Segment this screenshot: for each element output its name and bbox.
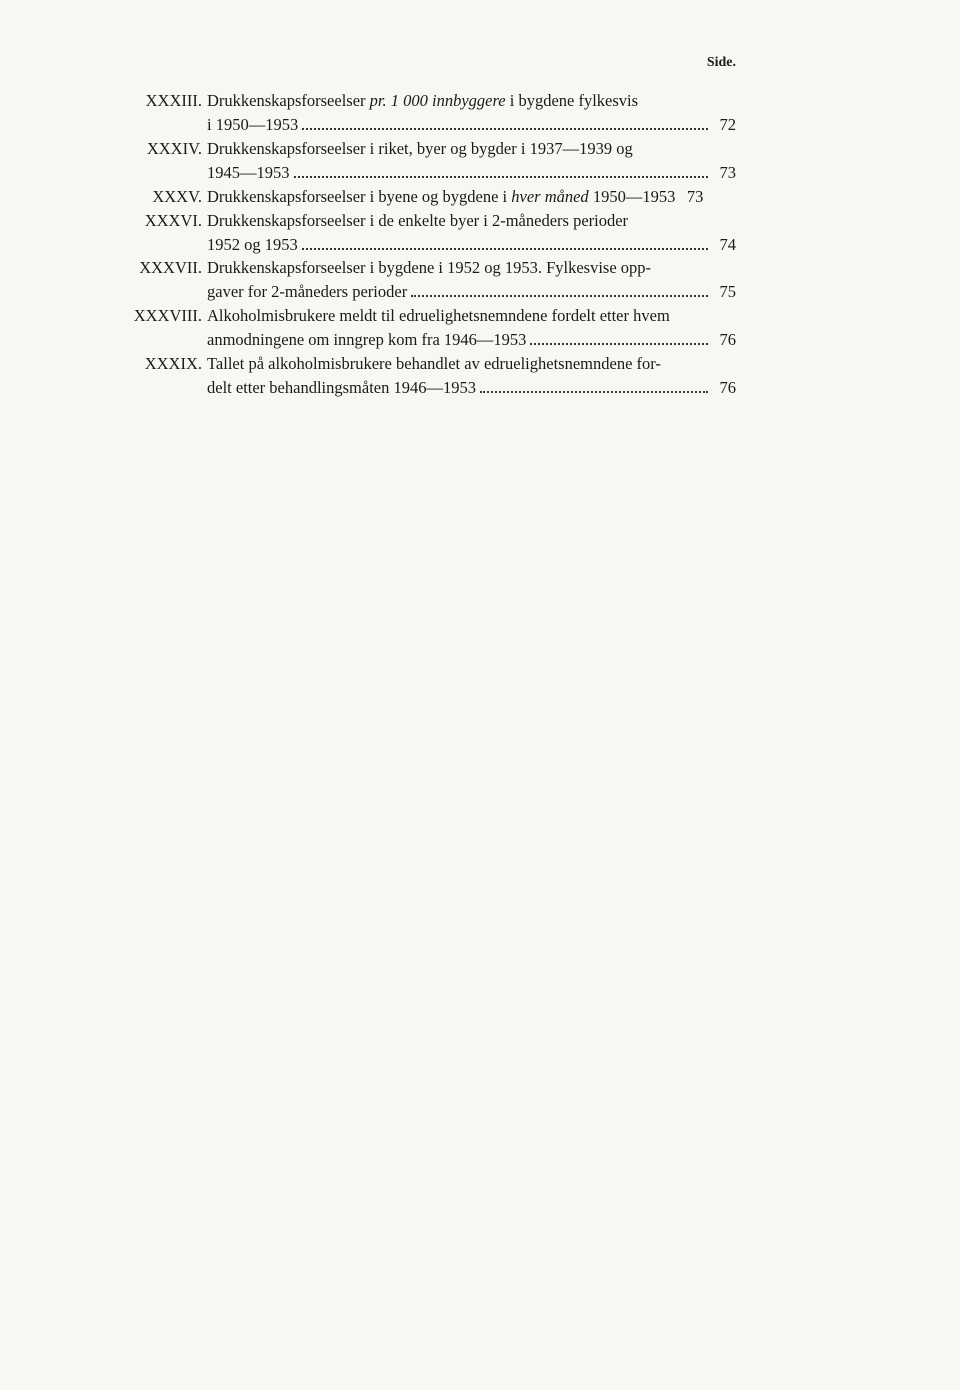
entry-line: Drukkenskapsforseelser i bygdene i 1952 …	[207, 256, 736, 280]
roman-numeral: XXXVIII.	[114, 304, 207, 352]
page-number: 73	[679, 185, 703, 209]
entry-line: Drukkenskapsforseelser pr. 1 000 innbygg…	[207, 89, 736, 113]
roman-numeral: XXXIII.	[114, 89, 207, 137]
roman-numeral: XXXIV.	[114, 137, 207, 185]
toc-entry: XXXIII. Drukkenskapsforseelser pr. 1 000…	[114, 89, 736, 137]
entry-text: anmodningene om inngrep kom fra 1946—195…	[207, 328, 526, 352]
page-number: 76	[712, 328, 736, 352]
page-number: 74	[712, 233, 736, 257]
page-number: 76	[712, 376, 736, 400]
entry-text: i 1950—1953	[207, 113, 298, 137]
entry-line: Drukkenskapsforseelser i riket, byer og …	[207, 137, 736, 161]
page-number: 73	[712, 161, 736, 185]
leader-dots	[302, 248, 708, 250]
entry-line: delt etter behandlingsmåten 1946—1953 76	[207, 376, 736, 400]
entry-text: delt etter behandlingsmåten 1946—1953	[207, 376, 476, 400]
entry-line: Alkoholmisbrukere meldt til edruelighets…	[207, 304, 736, 328]
leader-dots	[480, 391, 708, 393]
entry-line: i 1950—1953 72	[207, 113, 736, 137]
document-page: Side. XXXIII. Drukkenskapsforseelser pr.…	[0, 0, 960, 400]
toc-entry: XXXIV. Drukkenskapsforseelser i riket, b…	[114, 137, 736, 185]
entry-line: 1952 og 1953 74	[207, 233, 736, 257]
page-number: 75	[712, 280, 736, 304]
table-of-contents: XXXIII. Drukkenskapsforseelser pr. 1 000…	[74, 89, 886, 400]
toc-entry: XXXV. Drukkenskapsforseelser i byene og …	[114, 185, 736, 209]
roman-numeral: XXXIX.	[114, 352, 207, 400]
entry-line: anmodningene om inngrep kom fra 1946—195…	[207, 328, 736, 352]
entry-body: Drukkenskapsforseelser i byene og bygden…	[207, 185, 736, 209]
leader-dots	[302, 128, 708, 130]
toc-entry: XXXIX. Tallet på alkoholmisbrukere behan…	[114, 352, 736, 400]
entry-text-italic: hver måned	[511, 187, 588, 206]
entry-line: Drukkenskapsforseelser i de enkelte byer…	[207, 209, 736, 233]
entry-body: Drukkenskapsforseelser i riket, byer og …	[207, 137, 736, 185]
entry-text: 1945—1953	[207, 161, 290, 185]
leader-dots	[411, 295, 708, 297]
roman-numeral: XXXVII.	[114, 256, 207, 304]
entry-text: i bygdene fylkesvis	[506, 91, 638, 110]
toc-entry: XXXVI. Drukkenskapsforseelser i de enkel…	[114, 209, 736, 257]
entry-text: Drukkenskapsforseelser i byene og bygden…	[207, 187, 511, 206]
leader-dots	[530, 343, 708, 345]
entry-text: Drukkenskapsforseelser	[207, 91, 370, 110]
entry-body: Drukkenskapsforseelser i bygdene i 1952 …	[207, 256, 736, 304]
entry-text: gaver for 2-måneders perioder	[207, 280, 407, 304]
entry-text-italic: pr. 1 000 innbyggere	[370, 91, 506, 110]
page-header: Side.	[74, 55, 886, 71]
toc-entry: XXXVIII. Alkoholmisbrukere meldt til edr…	[114, 304, 736, 352]
entry-body: Alkoholmisbrukere meldt til edruelighets…	[207, 304, 736, 352]
entry-line: Tallet på alkoholmisbrukere behandlet av…	[207, 352, 736, 376]
entry-body: Drukkenskapsforseelser pr. 1 000 innbygg…	[207, 89, 736, 137]
entry-text: 1950—1953	[589, 187, 676, 206]
roman-numeral: XXXV.	[114, 185, 207, 209]
roman-numeral: XXXVI.	[114, 209, 207, 257]
entry-text: Drukkenskapsforseelser i byene og bygden…	[207, 185, 675, 209]
toc-entry: XXXVII. Drukkenskapsforseelser i bygdene…	[114, 256, 736, 304]
entry-line: 1945—1953 73	[207, 161, 736, 185]
entry-body: Drukkenskapsforseelser i de enkelte byer…	[207, 209, 736, 257]
leader-dots	[294, 176, 709, 178]
entry-line: gaver for 2-måneders perioder 75	[207, 280, 736, 304]
page-number: 72	[712, 113, 736, 137]
entry-text: 1952 og 1953	[207, 233, 298, 257]
entry-body: Tallet på alkoholmisbrukere behandlet av…	[207, 352, 736, 400]
